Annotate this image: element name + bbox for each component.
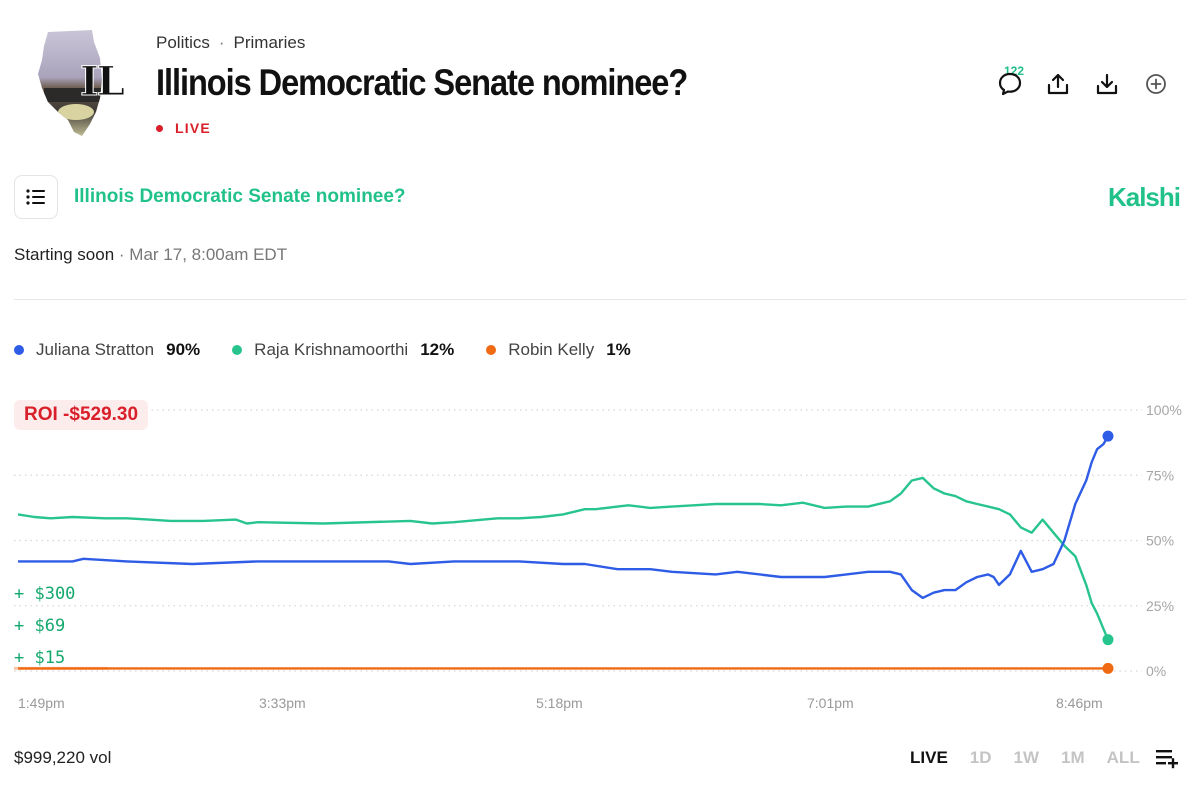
market-title-link[interactable]: Illinois Democratic Senate nominee?: [74, 186, 406, 207]
market-thumbnail: IL: [34, 28, 130, 138]
y-tick-label: 75%: [1146, 467, 1174, 483]
chart-settings-button[interactable]: [1154, 746, 1180, 770]
series-line-juliana-stratton: [18, 435, 1110, 600]
share-button[interactable]: [1040, 66, 1076, 102]
gain-label: + $15: [14, 648, 66, 668]
legend-dot-icon: [232, 345, 243, 355]
series-endpoint-juliana-stratton[interactable]: [1102, 430, 1114, 442]
x-tick-label: 8:46pm: [1056, 695, 1103, 711]
add-button[interactable]: [1138, 66, 1174, 102]
roi-badge: ROI -$529.30: [14, 400, 149, 430]
kalshi-logo[interactable]: Kalshi: [1107, 182, 1181, 212]
illinois-map-image: [38, 30, 102, 136]
series-line-raja-krishnamoorthi: [17, 476, 1110, 641]
x-tick-label: 3:33pm: [259, 695, 306, 711]
breadcrumb-primaries[interactable]: Primaries: [233, 33, 306, 52]
legend-name: Juliana Stratton: [36, 340, 155, 359]
legend-name: Raja Krishnamoorthi: [254, 340, 409, 359]
legend-name: Robin Kelly: [508, 340, 595, 359]
time-range-selector: LIVE 1D 1W 1M ALL: [910, 748, 1162, 768]
download-icon: [1096, 73, 1118, 95]
x-tick-label: 1:49pm: [18, 695, 65, 711]
y-tick-label: 50%: [1146, 533, 1174, 549]
divider: [14, 299, 1186, 300]
list-icon: [26, 189, 45, 205]
legend-item-kelly[interactable]: Robin Kelly 1%: [486, 340, 631, 360]
live-label: LIVE: [175, 120, 211, 136]
legend-item-krishnamoorthi[interactable]: Raja Krishnamoorthi 12%: [232, 340, 454, 360]
legend-dot-icon: [486, 345, 497, 355]
plus-circle-icon: [1146, 74, 1166, 94]
range-live[interactable]: LIVE: [910, 748, 948, 767]
page-title: Illinois Democratic Senate nominee?: [156, 62, 688, 103]
live-dot-icon: [156, 124, 163, 132]
download-button[interactable]: [1089, 66, 1125, 102]
series-endpoint-robin-kelly[interactable]: [1102, 662, 1114, 674]
starting-label: Starting soon: [14, 245, 115, 264]
y-tick-label: 0%: [1146, 663, 1166, 679]
market-list-button[interactable]: [14, 175, 58, 219]
live-status: LIVE: [156, 120, 211, 136]
legend-item-stratton[interactable]: Juliana Stratton 90%: [14, 340, 200, 360]
market-header: Illinois Democratic Senate nominee? Kals…: [14, 175, 1184, 219]
gain-label: + $300: [14, 584, 76, 604]
breadcrumb-politics[interactable]: Politics: [156, 33, 210, 52]
playlist-add-icon: [1156, 750, 1178, 769]
volume: $999,220 vol: [14, 748, 112, 767]
event-timing: Starting soon · Mar 17, 8:00am EDT: [14, 245, 287, 265]
range-1d[interactable]: 1D: [969, 748, 992, 767]
range-1m[interactable]: 1M: [1061, 748, 1085, 767]
x-tick-label: 7:01pm: [807, 695, 854, 711]
comment-icon: [998, 72, 1022, 96]
comments-button[interactable]: [992, 66, 1028, 102]
x-tick-label: 5:18pm: [536, 695, 583, 711]
gain-label: + $69: [14, 616, 66, 636]
breadcrumb-separator: ·: [218, 33, 225, 52]
legend-percent: 1%: [606, 340, 631, 359]
event-date: Mar 17, 8:00am EDT: [129, 245, 288, 264]
legend-dot-icon: [14, 345, 24, 355]
series-endpoint-raja-krishnamoorthi[interactable]: [1102, 634, 1114, 646]
y-tick-label: 100%: [1146, 402, 1182, 418]
state-abbreviation: IL: [80, 58, 126, 106]
timing-separator: ·: [114, 245, 130, 264]
share-icon: [1047, 73, 1069, 95]
legend-percent: 12%: [420, 340, 455, 359]
breadcrumb: Politics · Primaries: [156, 33, 305, 53]
range-all[interactable]: ALL: [1106, 748, 1140, 767]
price-chart[interactable]: 100% 75% 50% 25% 0%: [0, 395, 1199, 695]
y-tick-label: 25%: [1146, 598, 1174, 614]
chart-legend: Juliana Stratton 90% Raja Krishnamoorthi…: [14, 340, 663, 360]
range-1w[interactable]: 1W: [1013, 748, 1040, 767]
legend-percent: 90%: [166, 340, 201, 359]
